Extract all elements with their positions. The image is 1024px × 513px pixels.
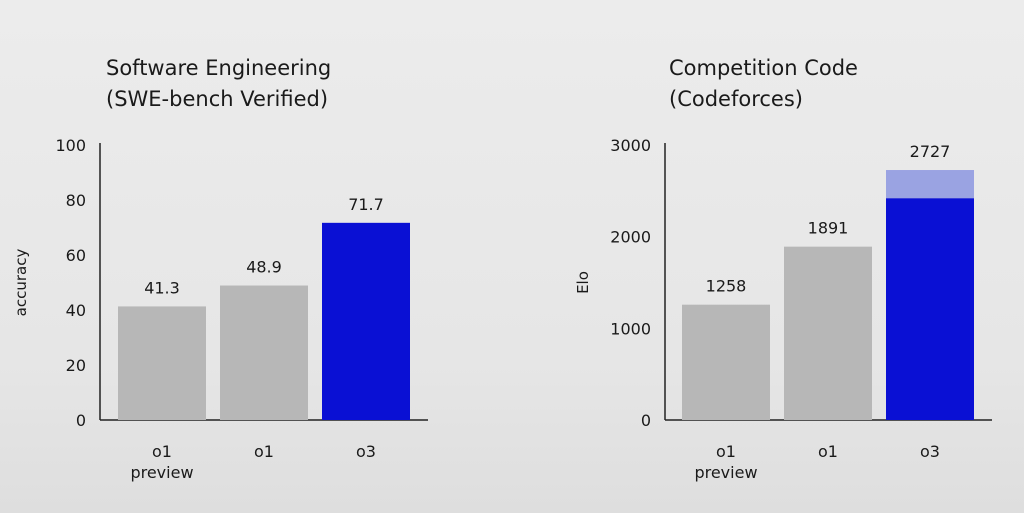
y-tick-label: 1000 — [610, 319, 651, 338]
x-tick-label: o1 — [254, 442, 274, 461]
y-tick-label: 0 — [641, 411, 651, 430]
y-tick-label: 100 — [55, 136, 86, 155]
x-tick-label: o1 — [818, 442, 838, 461]
chart-subtitle: (SWE-bench Verified) — [106, 87, 328, 111]
y-axis-label: Elo — [574, 271, 592, 294]
x-tick-label: preview — [130, 463, 193, 482]
swe-bench-chart: Software Engineering (SWE-bench Verified)… — [12, 56, 428, 482]
bar — [118, 306, 206, 420]
y-tick-label: 20 — [66, 356, 86, 375]
y-axis-label: accuracy — [12, 249, 30, 317]
x-tick-label: o3 — [356, 442, 376, 461]
bar-value-label: 48.9 — [246, 258, 282, 277]
y-tick-label: 40 — [66, 301, 86, 320]
bar — [886, 198, 974, 420]
chart-title: Software Engineering — [106, 56, 331, 80]
bar-value-label: 1258 — [706, 277, 747, 296]
x-tick-label: o1 — [152, 442, 172, 461]
x-tick-label: preview — [694, 463, 757, 482]
bar — [784, 246, 872, 420]
y-tick-label: 60 — [66, 246, 86, 265]
bar — [322, 222, 410, 420]
y-tick-label: 80 — [66, 191, 86, 210]
bar — [220, 285, 308, 420]
chart-title: Competition Code — [669, 56, 858, 80]
y-tick-label: 0 — [76, 411, 86, 430]
x-tick-label: o3 — [920, 442, 940, 461]
bar-segment-top — [886, 170, 974, 199]
codeforces-chart: Competition Code (Codeforces) Elo 0 1000 2000… — [574, 56, 992, 482]
y-tick-label: 2000 — [610, 228, 651, 247]
bar-value-label: 2727 — [910, 142, 951, 161]
bar-value-label: 41.3 — [144, 278, 180, 297]
x-tick-label: o1 — [716, 442, 736, 461]
chart-subtitle: (Codeforces) — [669, 87, 803, 111]
bar — [682, 304, 770, 420]
bar-value-label: 71.7 — [348, 195, 384, 214]
bar-value-label: 1891 — [808, 219, 849, 238]
y-tick-label: 3000 — [610, 136, 651, 155]
